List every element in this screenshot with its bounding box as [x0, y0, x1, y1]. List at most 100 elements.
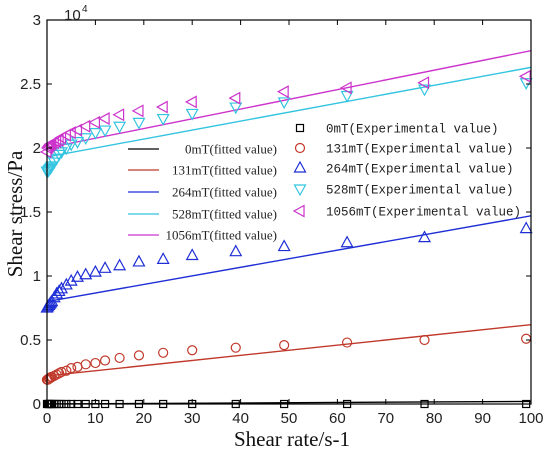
legend-fit-label-2: 264mT(fitted value) [172, 185, 277, 200]
legend-exp-label-3: 528mT(Experimental value) [326, 184, 514, 198]
point-s1-7 [51, 369, 62, 380]
y-tick-label-0: 0 [33, 396, 41, 413]
point-s2-19 [185, 248, 199, 261]
x-axis-title: Shear rate/s-1 [234, 427, 350, 451]
point-s3-13 [79, 133, 93, 146]
x-tick-label-7: 70 [377, 410, 394, 427]
point-s3-8 [52, 149, 66, 162]
legend-exp-label-4: 1056mT(Experimental value) [326, 206, 521, 220]
point-s3-11 [64, 139, 78, 152]
legend-fit-label-4: 1056mT(fitted value) [165, 228, 277, 243]
point-s1-20 [230, 342, 241, 353]
series-4 [39, 69, 531, 159]
point-s1-19 [187, 345, 198, 356]
series-1 [41, 333, 532, 385]
x-tick-label-1: 10 [87, 410, 104, 427]
x-tick-label-4: 40 [232, 410, 249, 427]
point-s2-21 [277, 239, 291, 252]
x-tick-label-10: 100 [518, 410, 543, 427]
legend-exp-marker-0 [295, 123, 305, 133]
point-s3-16 [113, 121, 127, 134]
y-tick-label-6: 3 [33, 12, 41, 29]
point-s4-14 [88, 115, 101, 129]
legend-exp-label-2: 264mT(Experimental value) [326, 163, 514, 177]
legend-exp-label-0: 0mT(Experimental value) [326, 123, 499, 137]
point-s2-23 [418, 230, 432, 243]
point-s3-17 [132, 117, 146, 130]
legend-fit-label-3: 528mT(fitted value) [172, 207, 277, 222]
point-s2-24 [519, 221, 533, 234]
legend-exp-marker-2 [293, 160, 307, 173]
point-s4-15 [97, 112, 110, 126]
point-s1-10 [61, 365, 72, 376]
point-s1-11 [66, 363, 77, 374]
point-s4-2 [41, 140, 54, 154]
y-exponent-base: 10 [64, 7, 81, 24]
point-s4-22 [339, 81, 352, 95]
point-s2-15 [98, 261, 112, 273]
x-tick-label-9: 90 [474, 410, 491, 427]
point-s1-8 [53, 368, 65, 379]
point-s3-12 [70, 137, 85, 149]
fit-line-3 [47, 66, 531, 158]
x-tick-label-8: 80 [426, 410, 443, 427]
point-s1-17 [133, 350, 145, 361]
point-s2-20 [229, 244, 243, 257]
point-s2-16 [113, 258, 127, 271]
y-tick-label-4: 2 [33, 140, 41, 157]
point-s3-20 [229, 102, 243, 115]
point-s2-22 [340, 235, 354, 248]
fit-line-2 [47, 215, 531, 303]
legend-exp-marker-1 [294, 142, 306, 154]
point-s1-23 [419, 334, 430, 346]
axes-layer: 0 10 20 30 40 50 60 70 80 90 100 0 0.5 1 1.5 2 2.5 3 [20, 12, 543, 427]
y-tick-label-3: 1.5 [20, 204, 41, 221]
point-s1-21 [279, 340, 290, 351]
point-s4-16 [112, 108, 125, 122]
point-s3-9 [55, 147, 69, 160]
point-s2-8 [52, 284, 66, 296]
point-s3-14 [88, 128, 102, 140]
point-s2-12 [70, 270, 85, 282]
legend-exp-label-1: 131mT(Experimental value) [326, 143, 514, 157]
point-s4-24 [518, 69, 531, 83]
legend-fitted: 0mT(fitted value) 131mT(fitted value) 264m… [128, 142, 277, 243]
point-s1-16 [114, 352, 125, 364]
point-s3-10 [59, 143, 73, 156]
x-tick-label-5: 50 [281, 410, 298, 427]
series-2 [40, 221, 533, 313]
x-tick-label-2: 20 [135, 410, 152, 427]
point-s1-14 [90, 357, 101, 369]
y-exponent-power: 4 [82, 4, 88, 15]
x-tick-label-6: 60 [329, 410, 346, 427]
point-s4-0 [39, 145, 52, 159]
legend-experimental: 0mT(Experimental value) 131mT(Experimenta… [292, 123, 521, 220]
point-s1-15 [99, 355, 111, 366]
legend-exp-marker-4 [292, 204, 305, 218]
point-s4-18 [155, 100, 168, 114]
point-s4-13 [78, 119, 91, 133]
point-s1-9 [56, 366, 67, 378]
legend-fit-label-0: 0mT(fitted value) [185, 142, 277, 157]
point-s4-17 [131, 104, 144, 118]
x-tick-label-3: 30 [184, 410, 201, 427]
point-s4-20 [228, 91, 241, 105]
point-s2-11 [64, 273, 78, 286]
point-s3-23 [418, 84, 432, 97]
y-tick-label-1: 0.5 [20, 332, 41, 349]
y-axis-title: Shear stress/Pa [3, 150, 27, 277]
point-s1-22 [341, 337, 353, 348]
point-s3-21 [277, 97, 291, 110]
legend-exp-marker-3 [293, 184, 307, 197]
point-s3-15 [98, 125, 112, 138]
point-s1-13 [80, 359, 91, 370]
point-s2-13 [79, 267, 93, 280]
point-s2-10 [59, 277, 73, 290]
point-s2-17 [132, 254, 146, 267]
x-tick-label-0: 0 [43, 410, 51, 427]
point-s2-14 [88, 264, 102, 277]
y-tick-label-5: 2.5 [20, 76, 41, 93]
point-s3-19 [185, 108, 199, 121]
fit-line-1 [47, 323, 531, 377]
